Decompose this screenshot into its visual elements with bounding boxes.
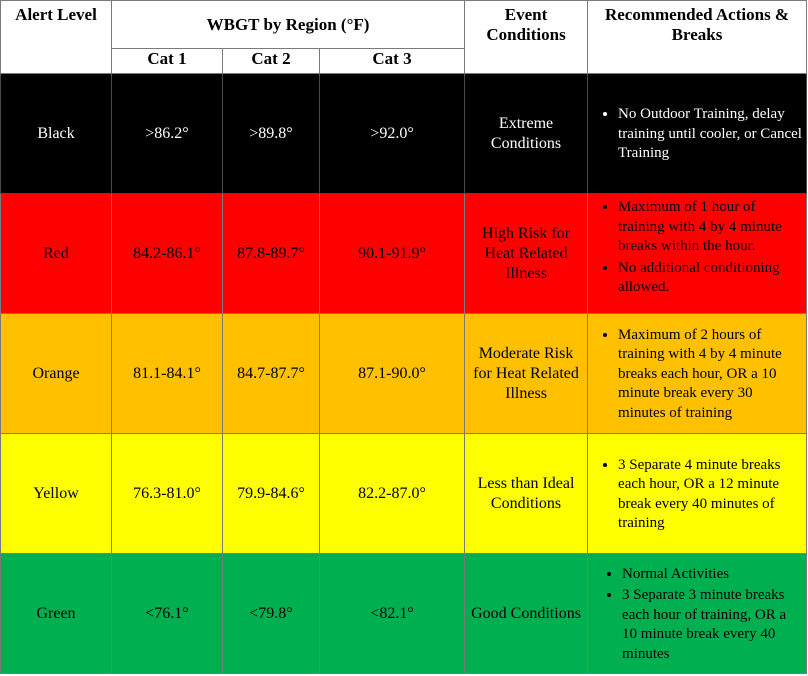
cat2-cell: 84.7-87.7° xyxy=(222,313,320,434)
event-condition-cell: Less than Ideal Conditions xyxy=(464,433,589,554)
event-condition-cell: High Risk for Heat Related Illness xyxy=(464,193,589,314)
alert-level-cell: Green xyxy=(0,553,112,674)
header-cat2: Cat 2 xyxy=(222,48,320,74)
alert-row-yellow: Yellow 76.3-81.0° 79.9-84.6° 82.2-87.0° … xyxy=(0,433,808,554)
actions-cell: Maximum of 2 hours of training with 4 by… xyxy=(587,313,808,434)
actions-cell: 3 Separate 4 minute breaks each hour, OR… xyxy=(587,433,808,554)
action-item: No additional conditioning allowed. xyxy=(618,259,802,298)
cat1-cell: 76.3-81.0° xyxy=(111,433,223,554)
alert-row-green: Green <76.1° <79.8° <82.1° Good Conditio… xyxy=(0,553,808,674)
header-alert-level: Alert Level xyxy=(0,0,112,74)
alert-level-cell: Orange xyxy=(0,313,112,434)
cat1-cell: 81.1-84.1° xyxy=(111,313,223,434)
action-item: Normal Activities xyxy=(622,565,802,585)
event-condition-cell: Extreme Conditions xyxy=(464,73,589,194)
cat3-cell: 87.1-90.0° xyxy=(318,313,466,434)
header-event-conditions: Event Conditions xyxy=(464,0,589,74)
actions-list: Normal Activities 3 Separate 3 minute br… xyxy=(592,565,802,665)
alert-level-cell: Black xyxy=(0,73,112,194)
cat3-cell: >92.0° xyxy=(318,73,466,194)
actions-cell: No Outdoor Training, delay training unti… xyxy=(587,73,808,194)
header-cat1: Cat 1 xyxy=(111,48,223,74)
actions-cell: Maximum of 1 hour of training with 4 by … xyxy=(587,193,808,314)
actions-list: Maximum of 1 hour of training with 4 by … xyxy=(592,198,802,298)
action-item: Maximum of 2 hours of training with 4 by… xyxy=(618,326,802,424)
actions-list: 3 Separate 4 minute breaks each hour, OR… xyxy=(592,456,802,534)
alert-level-cell: Red xyxy=(0,193,112,314)
action-item: No Outdoor Training, delay training unti… xyxy=(618,105,802,164)
cat2-cell: 79.9-84.6° xyxy=(222,433,320,554)
event-condition-cell: Moderate Risk for Heat Related Illness xyxy=(464,313,589,434)
cat3-cell: 82.2-87.0° xyxy=(318,433,466,554)
cat1-cell: >86.2° xyxy=(111,73,223,194)
cat3-cell: 90.1-91.9° xyxy=(318,193,466,314)
cat1-cell: 84.2-86.1° xyxy=(111,193,223,314)
header-recommended-actions: Recommended Actions & Breaks xyxy=(587,0,808,74)
actions-list: No Outdoor Training, delay training unti… xyxy=(592,105,802,164)
actions-cell: Normal Activities 3 Separate 3 minute br… xyxy=(587,553,808,674)
alert-row-black: Black >86.2° >89.8° >92.0° Extreme Condi… xyxy=(0,73,808,194)
header-cat3: Cat 3 xyxy=(318,48,466,74)
alert-row-orange: Orange 81.1-84.1° 84.7-87.7° 87.1-90.0° … xyxy=(0,313,808,434)
cat3-cell: <82.1° xyxy=(318,553,466,674)
cat2-cell: >89.8° xyxy=(222,73,320,194)
event-condition-cell: Good Conditions xyxy=(464,553,589,674)
cat2-cell: <79.8° xyxy=(222,553,320,674)
header-wbgt-by-region: WBGT by Region (°F) xyxy=(110,0,466,49)
action-item: 3 Separate 3 minute breaks each hour of … xyxy=(622,586,802,664)
alert-row-red: Red 84.2-86.1° 87.8-89.7° 90.1-91.9° Hig… xyxy=(0,193,808,314)
cat2-cell: 87.8-89.7° xyxy=(222,193,320,314)
action-item: 3 Separate 4 minute breaks each hour, OR… xyxy=(618,456,802,534)
action-item: Maximum of 1 hour of training with 4 by … xyxy=(618,198,802,257)
cat1-cell: <76.1° xyxy=(111,553,223,674)
alert-level-cell: Yellow xyxy=(0,433,112,554)
actions-list: Maximum of 2 hours of training with 4 by… xyxy=(592,326,802,424)
